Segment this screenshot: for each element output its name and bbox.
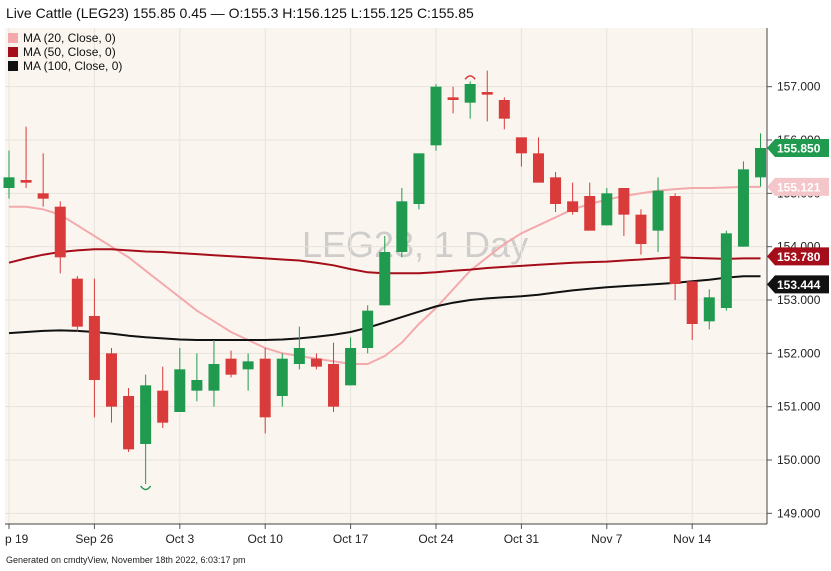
candle-body (567, 201, 579, 212)
x-tick-label: Nov 14 (673, 532, 711, 546)
x-tick-label: p 19 (5, 532, 29, 546)
price-label-bg (767, 139, 829, 157)
legend-swatch-ma100 (8, 61, 18, 71)
candle-body (447, 97, 459, 100)
candle-body (652, 190, 664, 231)
y-tick-label: 151.000 (777, 400, 821, 414)
price-label-bg (767, 247, 829, 266)
x-tick-label: Oct 10 (248, 532, 284, 546)
candle-body (3, 177, 15, 188)
x-tick-label: Oct 17 (333, 532, 369, 546)
candle-body (310, 358, 322, 367)
price-label-text: 153.444 (777, 278, 821, 292)
legend-swatch-ma20 (8, 33, 18, 43)
candle-body (515, 137, 527, 154)
candle-body (362, 310, 374, 348)
price-label-bg (767, 275, 829, 294)
price-label-text: 155.850 (777, 142, 821, 156)
chart-title: Live Cattle (LEG23) 155.85 0.45 — O:155.… (6, 5, 474, 21)
candle-body (498, 100, 510, 119)
candle-body (379, 252, 391, 306)
legend-swatch-ma50 (8, 47, 18, 57)
x-tick-label: Sep 26 (75, 532, 113, 546)
candle-body (396, 201, 408, 252)
y-tick-label: 149.000 (777, 506, 821, 520)
price-label-text: 153.780 (777, 250, 821, 264)
legend-item-ma50[interactable]: MA (50, Close, 0) (8, 45, 122, 59)
candle-body (686, 281, 698, 324)
candle-body (481, 92, 493, 95)
candle-body (157, 390, 169, 423)
candle-body (208, 364, 220, 391)
candle-body (293, 348, 305, 364)
high-marker (464, 75, 476, 80)
y-tick-label: 150.000 (777, 453, 821, 467)
candle-body (123, 396, 135, 450)
candle-body (635, 214, 647, 244)
candle-body (105, 353, 117, 407)
x-tick-label: Oct 3 (165, 532, 194, 546)
x-tick-label: Oct 24 (418, 532, 454, 546)
candle-body (191, 380, 203, 391)
candle-body (532, 153, 544, 183)
candle-body (259, 358, 271, 418)
price-label-bg (767, 177, 829, 196)
candle-body (413, 153, 425, 204)
candle-body (550, 177, 562, 204)
chart-watermark: LEG23, 1 Day (302, 224, 528, 265)
candle-body (88, 316, 100, 380)
candle-body (140, 385, 152, 444)
candle-body (755, 148, 767, 178)
candle-body (601, 193, 613, 226)
price-label-text: 155.121 (777, 180, 821, 194)
candle-body (720, 233, 732, 308)
candle-body (242, 361, 254, 370)
legend-label-ma20: MA (20, Close, 0) (23, 31, 116, 45)
candle-body (345, 348, 357, 386)
low-marker (140, 485, 152, 491)
candle-body (71, 278, 83, 327)
candle-body (669, 196, 681, 284)
candle-body (37, 193, 49, 199)
candle-body (20, 180, 32, 183)
legend-label-ma100: MA (100, Close, 0) (23, 59, 123, 73)
ma100-line (8, 275, 761, 341)
y-tick-label: 152.000 (777, 346, 821, 360)
y-tick-label: 157.000 (777, 80, 821, 94)
legend-item-ma20[interactable]: MA (20, Close, 0) (8, 31, 122, 45)
generated-footer: Generated on cmdtyView, November 18th 20… (6, 555, 246, 565)
legend-item-ma100[interactable]: MA (100, Close, 0) (8, 59, 122, 73)
candle-body (328, 364, 340, 407)
legend-label-ma50: MA (50, Close, 0) (23, 45, 116, 59)
candle-body (276, 358, 288, 396)
candle-body (703, 297, 715, 322)
candle-body (225, 358, 237, 375)
candle-body (737, 169, 749, 247)
candle-body (464, 84, 476, 103)
candle-body (618, 188, 630, 215)
candle-body (54, 206, 66, 258)
chart-legend: MA (20, Close, 0) MA (50, Close, 0) MA (… (8, 31, 122, 73)
x-tick-label: Nov 7 (591, 532, 623, 546)
y-tick-label: 153.000 (777, 293, 821, 307)
candle-body (584, 196, 596, 231)
ma20-line (9, 185, 761, 365)
candle-body (430, 86, 442, 146)
x-tick-label: Oct 31 (504, 532, 540, 546)
candle-body (174, 369, 186, 412)
